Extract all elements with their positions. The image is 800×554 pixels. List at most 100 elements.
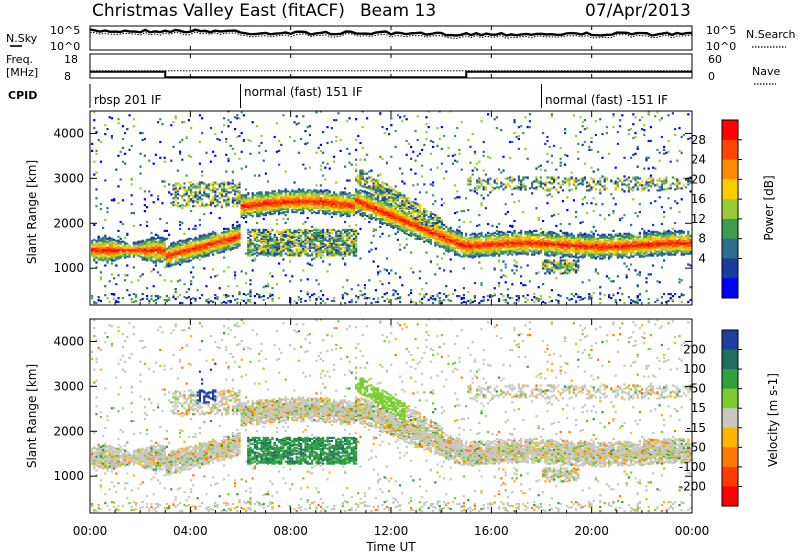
power-cell bbox=[148, 241, 151, 244]
power-cell bbox=[302, 115, 305, 118]
power-cell bbox=[458, 242, 461, 245]
power-cell bbox=[165, 265, 168, 268]
power-cell bbox=[253, 257, 256, 260]
power-cell bbox=[284, 191, 287, 194]
power-cell bbox=[434, 221, 437, 225]
power-cell bbox=[383, 193, 386, 196]
power-cell bbox=[418, 270, 421, 273]
power-cell bbox=[297, 198, 300, 201]
power-cell bbox=[132, 266, 135, 269]
power-cell bbox=[405, 229, 408, 232]
power-cell bbox=[289, 297, 292, 300]
power-cell bbox=[218, 192, 221, 195]
power-cell bbox=[194, 185, 197, 188]
power-cell bbox=[344, 251, 347, 254]
power-cell bbox=[300, 212, 303, 215]
power-cell bbox=[330, 245, 333, 248]
power-cell bbox=[238, 231, 241, 234]
power-cell bbox=[117, 246, 120, 249]
power-cell bbox=[95, 171, 98, 174]
power-cell bbox=[427, 215, 430, 219]
power-cell bbox=[275, 236, 278, 239]
power-cell bbox=[357, 195, 360, 198]
power-cell bbox=[388, 190, 391, 193]
power-cell bbox=[414, 216, 417, 220]
power-cell bbox=[377, 300, 380, 304]
power-cell bbox=[256, 237, 259, 240]
power-cell bbox=[383, 191, 386, 194]
power-cell bbox=[240, 204, 243, 207]
power-cell bbox=[181, 197, 184, 200]
power-cell bbox=[278, 247, 281, 250]
power-cell bbox=[165, 221, 168, 225]
power-cell bbox=[341, 214, 344, 217]
power-cell bbox=[179, 205, 182, 208]
power-cell bbox=[236, 240, 239, 243]
power-cell bbox=[260, 233, 263, 236]
power-cell bbox=[344, 243, 347, 246]
power-cell bbox=[421, 221, 424, 225]
power-cell bbox=[416, 154, 419, 157]
power-cell bbox=[304, 236, 307, 239]
power-cell bbox=[157, 234, 160, 237]
power-cell bbox=[300, 137, 303, 141]
power-cell bbox=[339, 138, 342, 142]
power-cell bbox=[262, 159, 265, 162]
power-cell bbox=[225, 294, 228, 297]
power-cell bbox=[203, 193, 206, 196]
power-cell bbox=[313, 293, 316, 296]
power-cell bbox=[313, 257, 316, 260]
power-cell bbox=[115, 249, 118, 252]
power-cell bbox=[438, 292, 441, 295]
power-cell bbox=[223, 227, 226, 230]
power-cell bbox=[335, 243, 338, 246]
power-cell bbox=[253, 200, 256, 203]
power-cell bbox=[355, 229, 358, 232]
power-cell bbox=[436, 127, 439, 130]
power-cell bbox=[104, 254, 107, 257]
power-cell bbox=[102, 238, 105, 241]
power-cell bbox=[183, 205, 186, 208]
power-cell bbox=[374, 247, 377, 250]
power-cell bbox=[91, 244, 94, 247]
power-cell bbox=[454, 230, 457, 233]
power-cell bbox=[106, 237, 109, 240]
power-cell bbox=[300, 237, 303, 240]
power-cell bbox=[432, 184, 435, 187]
power-cell bbox=[97, 238, 100, 241]
power-cell bbox=[275, 218, 278, 222]
power-cell bbox=[394, 297, 397, 301]
power-cell bbox=[341, 228, 344, 231]
power-cell bbox=[251, 195, 254, 198]
power-cell bbox=[304, 242, 307, 245]
power-cell bbox=[251, 203, 254, 206]
power-cell bbox=[416, 237, 419, 240]
power-cell bbox=[139, 298, 142, 302]
power-cell bbox=[249, 208, 252, 211]
power-cell bbox=[249, 289, 252, 292]
power-cell bbox=[341, 204, 344, 207]
power-cell bbox=[260, 211, 263, 214]
power-cell bbox=[150, 295, 153, 298]
power-cell bbox=[306, 191, 309, 194]
power-cell bbox=[445, 295, 448, 298]
power-cell bbox=[176, 261, 179, 264]
power-cell bbox=[333, 194, 336, 197]
power-cell bbox=[251, 192, 254, 195]
power-cell bbox=[407, 233, 410, 236]
power-cell bbox=[418, 228, 421, 231]
power-cell bbox=[234, 235, 237, 238]
power-cell bbox=[176, 249, 179, 252]
power-cell bbox=[322, 228, 325, 231]
power-cell bbox=[337, 239, 340, 242]
power-cell bbox=[262, 286, 265, 289]
power-cell bbox=[434, 218, 437, 222]
power-cell bbox=[168, 297, 171, 300]
power-cell bbox=[99, 246, 102, 249]
power-cell bbox=[236, 184, 239, 187]
power-cell bbox=[157, 121, 160, 124]
power-cell bbox=[282, 258, 285, 261]
power-cell bbox=[383, 198, 386, 201]
power-cell bbox=[304, 191, 307, 194]
power-cell bbox=[399, 205, 402, 208]
